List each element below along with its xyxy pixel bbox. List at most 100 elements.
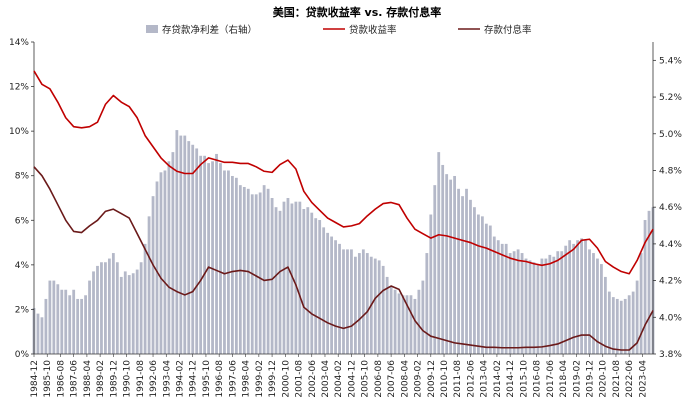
bar (389, 286, 393, 354)
bar (397, 293, 401, 354)
bar (163, 170, 167, 354)
bar (512, 251, 516, 354)
bar (354, 256, 357, 354)
bar (584, 240, 587, 354)
bar (135, 269, 139, 354)
bar (40, 317, 44, 354)
left-tick-label: 10% (9, 127, 29, 137)
bar (516, 249, 520, 354)
bar (107, 258, 111, 354)
x-tick-label: 1989-12 (109, 360, 119, 398)
x-tick-label: 2003-04 (321, 360, 331, 398)
x-tick-label: 1994-12 (189, 360, 199, 398)
bar (576, 240, 580, 354)
x-tick-label: 1994-02 (175, 360, 185, 398)
bar (603, 276, 607, 354)
bar (44, 298, 48, 354)
bar (123, 271, 127, 354)
bar (552, 256, 556, 354)
bar (449, 179, 453, 354)
x-tick-label: 1999-12 (268, 360, 278, 398)
bar (88, 280, 91, 354)
bar (484, 223, 488, 354)
bar (631, 291, 635, 354)
x-tick-label: 2005-10 (361, 360, 371, 398)
bar (139, 262, 143, 354)
x-tick-label: 2017-06 (546, 360, 556, 398)
bar (203, 155, 207, 354)
bar (262, 185, 266, 354)
x-tick-label: 2004-12 (347, 360, 357, 398)
bar (544, 258, 548, 354)
bar (227, 170, 230, 354)
chart-title: 美国：贷款收益率 vs. 存款付息率 (273, 5, 442, 19)
x-tick-label: 2007-06 (387, 360, 397, 398)
x-tick-label: 1987-06 (70, 360, 80, 398)
bar (461, 196, 464, 354)
bar (306, 207, 310, 354)
left-tick-label: 12% (9, 83, 29, 93)
x-tick-label: 2019-02 (572, 360, 582, 398)
left-tick-label: 6% (15, 216, 30, 226)
bar (433, 185, 437, 354)
left-tick-label: 2% (15, 305, 30, 315)
x-tick-label: 2006-08 (374, 360, 384, 398)
bar (500, 243, 504, 354)
x-tick-label: 1997-06 (228, 360, 238, 398)
x-tick-label: 1995-10 (202, 360, 212, 398)
bar (104, 262, 107, 354)
bar (365, 253, 369, 354)
x-tick-label: 2014-12 (506, 360, 516, 398)
bar (409, 295, 413, 354)
x-tick-label: 2015-10 (519, 360, 529, 398)
bar (635, 280, 639, 354)
tick-labels: 0% 2% 4% 6% 8% 10% 12% 14% 3.8% 4.0% 4.2% 4.4% 4.6% 4… (9, 38, 682, 398)
x-tick-label: 2019-12 (586, 360, 596, 398)
line-series (33, 70, 654, 351)
bar (556, 251, 560, 354)
x-tick-label: 2009-02 (414, 360, 424, 398)
bar (48, 280, 52, 354)
right-tick-label: 4.6% (659, 203, 682, 213)
bar (119, 276, 123, 354)
bar (318, 220, 322, 354)
right-tick-label: 4.8% (659, 166, 682, 176)
bar (64, 289, 68, 354)
bar (155, 181, 159, 354)
bar (548, 254, 552, 354)
bar (469, 199, 472, 354)
x-tick-label: 2020-10 (599, 360, 609, 398)
bar (413, 298, 417, 354)
bar (72, 289, 76, 354)
bar (147, 216, 151, 354)
x-tick-label: 2011-08 (453, 360, 463, 398)
bar (350, 249, 353, 354)
bar (219, 163, 222, 354)
deposit-rate-line (33, 166, 654, 351)
x-tick-label: 2018-04 (559, 360, 569, 398)
bar (290, 203, 294, 354)
bar (266, 188, 270, 354)
bar (326, 232, 330, 354)
bar (373, 258, 377, 354)
x-tick-label: 2023-04 (638, 360, 648, 398)
bar (215, 153, 218, 354)
bar (615, 298, 619, 354)
bar (473, 207, 476, 354)
x-tick-label: 1996-08 (215, 360, 225, 398)
bar (159, 172, 163, 354)
bar (282, 201, 286, 354)
bar (385, 276, 389, 354)
x-tick-label: 1989-02 (96, 360, 106, 398)
bar (643, 220, 647, 354)
bar (199, 155, 203, 354)
bar (274, 207, 278, 354)
bar (532, 262, 536, 354)
bar (175, 130, 179, 354)
bar (425, 253, 429, 354)
bar (627, 295, 631, 354)
x-tick-label: 2016-08 (533, 360, 543, 398)
bar (302, 209, 306, 354)
bar (131, 273, 135, 354)
left-tick-label: 8% (15, 172, 30, 182)
